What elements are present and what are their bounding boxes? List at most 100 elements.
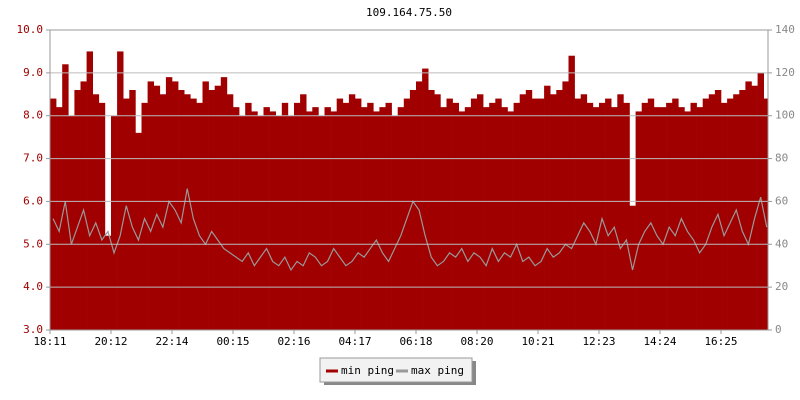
area-column (428, 90, 435, 330)
area-column (159, 94, 167, 331)
area-column (470, 98, 478, 330)
area-column (226, 94, 234, 331)
area-column (269, 111, 276, 330)
area-column (306, 111, 313, 330)
area-column (550, 94, 557, 331)
x-tick-label: 12:23 (582, 335, 615, 348)
area-column (544, 85, 551, 330)
x-tick-label: 06:18 (399, 335, 432, 348)
area-column (409, 90, 417, 330)
area-column (68, 115, 75, 330)
area-column (525, 90, 533, 330)
area-column (92, 94, 100, 331)
area-column (708, 94, 716, 331)
area-column (513, 102, 520, 330)
area-column (684, 111, 691, 330)
line (52, 188, 768, 272)
y2-tick-label: 80 (775, 152, 788, 165)
area-column (233, 107, 240, 331)
y2-tick-label: 100 (775, 109, 795, 122)
area-column (379, 107, 386, 331)
y2-tick-label: 0 (775, 323, 782, 336)
area-column (281, 102, 289, 330)
area-column (477, 94, 484, 331)
area-column (660, 107, 667, 331)
area-column (519, 94, 527, 331)
area-column (361, 107, 368, 331)
area-column (135, 132, 142, 330)
area-column (300, 94, 307, 331)
area-column (562, 81, 569, 330)
area-column (98, 102, 106, 330)
area-column (50, 98, 57, 330)
area-column (434, 94, 441, 331)
area-column (531, 98, 539, 330)
area-column (440, 107, 447, 331)
x-tick-label: 04:17 (338, 335, 371, 348)
area-column (690, 102, 697, 330)
area-column (403, 98, 411, 330)
area-column (147, 81, 154, 330)
y2-tick-label: 60 (775, 194, 788, 207)
area-column (721, 102, 728, 330)
y-tick-label: 7.0 (23, 152, 43, 165)
area-column (111, 115, 118, 330)
area-column (245, 102, 252, 330)
area-column (214, 85, 222, 330)
area-column (117, 51, 124, 331)
y-tick-label: 6.0 (23, 194, 43, 207)
legend-label: max ping (411, 364, 464, 377)
area-column (739, 90, 746, 330)
y2-tick-label: 40 (775, 237, 788, 250)
area-column (373, 111, 380, 330)
area-column (294, 102, 301, 330)
area-column (599, 102, 606, 330)
area-column (190, 98, 197, 330)
area-column (580, 94, 588, 331)
area-column (672, 98, 679, 330)
plot-border (49, 29, 769, 331)
area-column (653, 107, 661, 331)
area-column (416, 81, 423, 330)
area-column (348, 94, 356, 331)
area-column (275, 115, 283, 330)
area-column (330, 111, 337, 330)
area-column (592, 107, 600, 331)
area-column (318, 115, 325, 330)
area-column (208, 90, 215, 330)
area-column (751, 85, 758, 330)
y-tick-label: 5.0 (23, 237, 43, 250)
area-column (74, 90, 81, 330)
area-column (56, 107, 63, 331)
area-column (452, 102, 459, 330)
area-column (220, 77, 228, 331)
y-tick-label: 9.0 (23, 66, 43, 79)
area-column (123, 98, 130, 330)
area-column (623, 102, 630, 330)
area-column (367, 102, 374, 330)
area-column (495, 98, 502, 330)
area-column (385, 102, 392, 330)
area-column (184, 94, 191, 331)
y-tick-label: 4.0 (23, 280, 43, 293)
area-column (586, 102, 594, 330)
area-column (666, 102, 673, 330)
area-column (86, 51, 93, 331)
area-column (397, 107, 405, 331)
area-column (635, 111, 642, 330)
area-column (617, 94, 624, 331)
area-column (714, 90, 722, 330)
area-column (507, 111, 514, 330)
area-column (312, 107, 319, 331)
area-column (727, 98, 734, 330)
area-column (641, 102, 649, 330)
area-column (287, 115, 295, 330)
y2-tick-label: 120 (775, 66, 795, 79)
area-column (355, 98, 362, 330)
area-column (647, 98, 655, 330)
y-tick-label: 8.0 (23, 109, 43, 122)
area-column (745, 81, 752, 330)
area-column (239, 115, 246, 330)
